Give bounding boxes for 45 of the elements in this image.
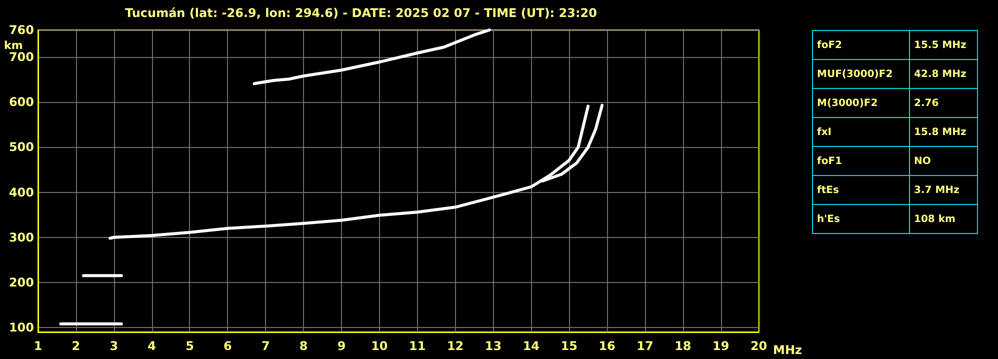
- x-tick-label: 16: [598, 339, 616, 353]
- y-tick-label: 760: [8, 23, 34, 37]
- x-tick-label: 10: [371, 339, 388, 353]
- y-tick-label: 200: [8, 275, 34, 290]
- x-tick-label: 9: [337, 339, 346, 353]
- category-label: ftEs: [812, 176, 910, 204]
- text: 108 km: [914, 214, 956, 224]
- x-tick-label: 11: [409, 339, 426, 353]
- x-tick-label: 19: [712, 339, 730, 353]
- x-tick-label: 18: [674, 339, 692, 353]
- chart-title: Tucumán (lat: -26.9, lon: 294.6) - DATE: 2025 02 07 - TIME (UT): 23:20: [125, 6, 597, 20]
- x-tick-label: 17: [636, 339, 654, 353]
- x-tick-label: 12: [446, 339, 464, 353]
- y-axis-title: km: [4, 39, 23, 52]
- x-tick-label: 8: [299, 339, 308, 353]
- y-tick-label: 300: [8, 230, 34, 244]
- text: 2.76: [914, 98, 939, 108]
- x-tick-label: 3: [110, 339, 118, 353]
- text: 15.5 MHz: [914, 40, 966, 50]
- x-tick-label: 15: [560, 339, 578, 353]
- x-axis-title: MHz: [773, 343, 802, 357]
- x-tick-label: 5: [186, 339, 194, 353]
- category-label: fxI: [812, 118, 910, 146]
- text: 3.7 MHz: [914, 184, 960, 196]
- text: NO: [914, 156, 931, 166]
- category-label: h'Es: [812, 204, 910, 234]
- x-tick-label: 4: [148, 339, 156, 353]
- x-tick-label: 1: [34, 339, 42, 353]
- y-tick-label: 500: [8, 140, 34, 154]
- category-label: foF1: [812, 146, 910, 176]
- text: 15.8 MHz: [914, 126, 966, 138]
- category-label: MUF(3000)F2: [812, 60, 910, 88]
- category-label: foF2: [812, 30, 910, 60]
- y-tick-label: 600: [8, 95, 34, 110]
- text: 42.8 MHz: [914, 68, 966, 80]
- x-tick-label: 7: [261, 339, 270, 353]
- y-tick-label: 400: [8, 185, 34, 200]
- y-tick-label: 700: [8, 50, 34, 64]
- y-tick-label: 100: [8, 320, 34, 334]
- x-tick-label: 2: [72, 339, 80, 353]
- x-tick-label: 14: [522, 339, 540, 353]
- x-tick-label: 13: [484, 339, 502, 353]
- x-tick-label: 20: [750, 339, 768, 353]
- x-tick-label: 6: [224, 339, 232, 353]
- category-label: M(3000)F2: [812, 88, 910, 118]
